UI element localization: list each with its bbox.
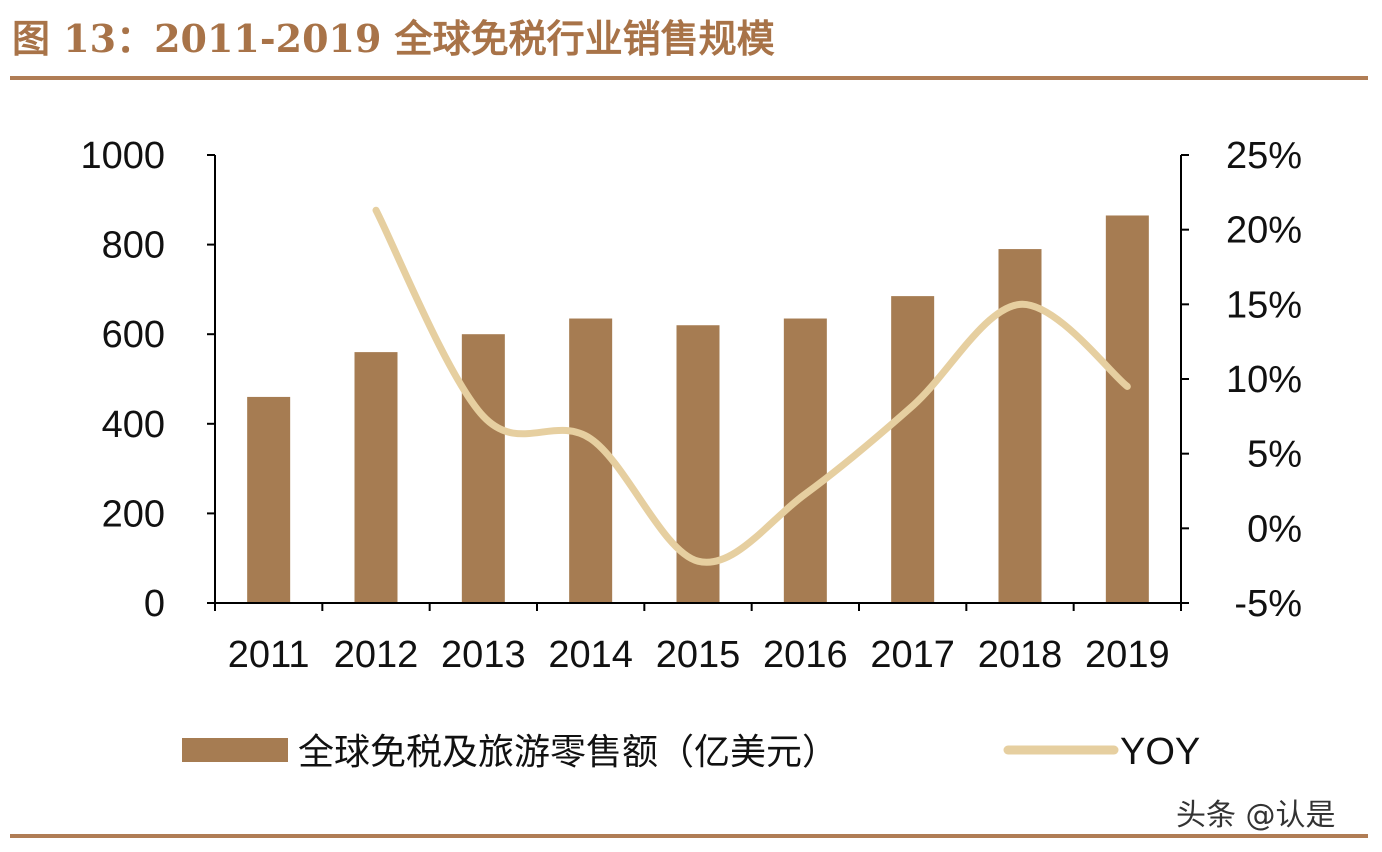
legend-label-line: YOY: [1120, 731, 1200, 773]
bar-series: [247, 215, 1149, 604]
x-tick-label: 2019: [1085, 634, 1170, 676]
x-axis: 2011 2012 2013 2014 2015 2016 2017 2018 2019: [214, 602, 1182, 676]
right-axis: -5% 0% 5% 10% 15% 20% 25%: [1180, 135, 1302, 625]
legend-label-bar: 全球免税及旅游零售额（亿美元）: [298, 732, 838, 773]
right-tick-label: 10%: [1226, 359, 1302, 401]
left-axis: 0 200 400 600 800 1000: [80, 135, 216, 625]
x-tick-label: 2016: [763, 634, 848, 676]
left-tick-label: 800: [102, 225, 165, 267]
right-tick-label: -5%: [1234, 583, 1302, 625]
bar-2019: [1105, 215, 1149, 604]
right-tick-label: 5%: [1247, 434, 1302, 476]
bar-2012: [354, 352, 398, 603]
legend-swatch-bar: [182, 738, 288, 762]
left-tick-label: 200: [102, 493, 165, 535]
x-tick-label: 2015: [656, 634, 741, 676]
watermark: 头条 @认是: [1176, 798, 1336, 833]
right-tick-label: 20%: [1226, 210, 1302, 252]
x-tick-label: 2013: [441, 634, 526, 676]
right-tick-label: 0%: [1247, 508, 1302, 550]
figure-title: 图 13：2011-2019 全球免税行业销售规模: [12, 16, 775, 61]
bottom-rule: [10, 834, 1368, 838]
bar-2011: [247, 396, 291, 603]
yoy-line-series: [372, 206, 1131, 566]
left-tick-label: 400: [102, 404, 165, 446]
right-tick-label: 25%: [1226, 135, 1302, 177]
x-tick-label: 2012: [334, 634, 419, 676]
x-tick-label: 2017: [870, 634, 955, 676]
title-rule: [10, 76, 1368, 80]
right-tick-label: 15%: [1226, 284, 1302, 326]
left-tick-label: 600: [102, 314, 165, 356]
legend: 全球免税及旅游零售额（亿美元） YOY: [182, 731, 1200, 773]
bar-2014: [569, 318, 613, 603]
left-tick-label: 0: [144, 583, 165, 625]
bar-2013: [461, 334, 505, 603]
bar-2017: [891, 296, 935, 603]
x-tick-label: 2014: [548, 634, 633, 676]
x-tick-label: 2011: [228, 634, 310, 676]
left-tick-label: 1000: [80, 135, 165, 177]
x-tick-label: 2018: [978, 634, 1063, 676]
bar-2016: [783, 318, 827, 603]
